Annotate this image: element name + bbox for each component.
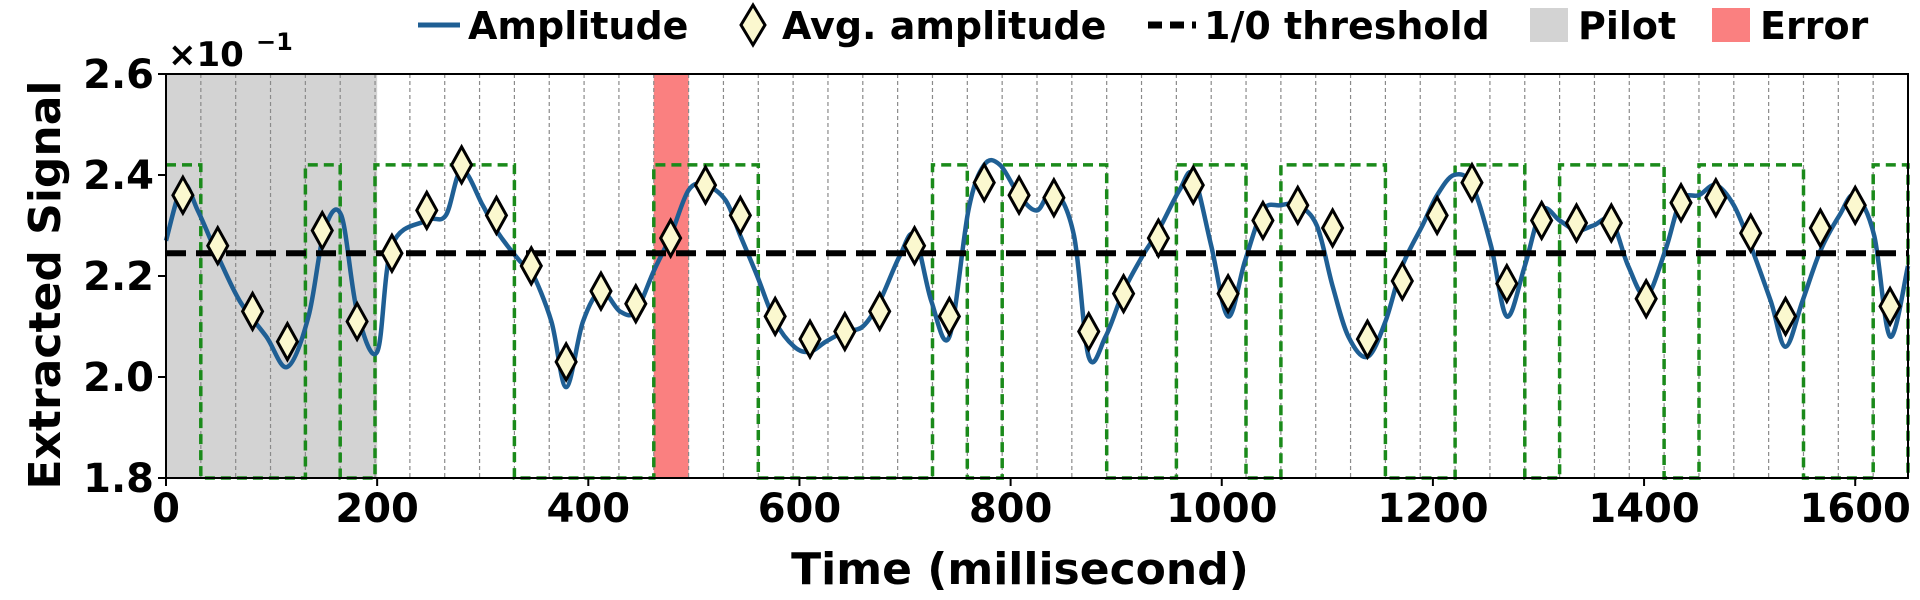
avg-amplitude-point xyxy=(519,244,544,287)
avg-amplitude-point xyxy=(1320,206,1345,250)
avg-amplitude-point xyxy=(1251,199,1275,242)
avg-amplitude-point xyxy=(1077,310,1101,353)
legend-label-amplitude: Amplitude xyxy=(468,4,688,48)
avg-amplitude-point xyxy=(1599,201,1624,245)
x-tick-label: 600 xyxy=(758,486,842,532)
avg-amplitude-point xyxy=(1738,211,1763,255)
avg-amplitude-point xyxy=(902,224,927,267)
avg-amplitude-point xyxy=(1111,272,1136,315)
avg-amplitude-point xyxy=(867,290,892,333)
avg-amplitude-point xyxy=(380,232,404,275)
legend-item-avg-amplitude: Avg. amplitude xyxy=(739,2,1106,48)
x-tick-label: 0 xyxy=(152,486,180,532)
avg-amplitude-point xyxy=(658,217,683,260)
avg-amplitude-point xyxy=(206,224,230,267)
avg-amplitude-point xyxy=(1286,184,1310,227)
legend-label-error: Error xyxy=(1760,4,1869,48)
pilot-region xyxy=(166,74,378,478)
x-axis-ticks: 0 200 400 600 800 1000 1200 1400 1600 xyxy=(152,478,1911,532)
avg-amplitude-point xyxy=(1669,181,1693,224)
avg-amplitude-point xyxy=(1564,201,1589,245)
y-tick-label: 1.8 xyxy=(83,456,154,502)
avg-amplitude-point xyxy=(310,209,334,252)
avg-amplitude-point xyxy=(624,282,648,325)
avg-amplitude-point xyxy=(171,174,195,217)
legend-swatch-error xyxy=(1712,8,1750,42)
avg-amplitude-point xyxy=(1216,272,1240,315)
y-tick-label: 2.0 xyxy=(83,355,154,401)
avg-amplitude-point xyxy=(972,161,996,204)
x-tick-label: 1200 xyxy=(1377,486,1488,532)
x-tick-label: 1000 xyxy=(1166,486,1277,532)
avg-amplitude-point xyxy=(484,194,509,237)
avg-amplitude-point xyxy=(1704,176,1728,219)
legend-swatch-pilot xyxy=(1530,8,1568,42)
legend-swatch-avg-amplitude xyxy=(739,2,767,48)
avg-amplitude-point xyxy=(1390,259,1415,303)
y-tick-label: 2.2 xyxy=(83,254,154,300)
x-tick-label: 1400 xyxy=(1588,486,1699,532)
y-tick-label: 2.6 xyxy=(83,52,154,98)
y-multiplier: ×10 −1 xyxy=(168,28,293,75)
avg-amplitude-point xyxy=(693,164,718,207)
y-axis-label: Extracted Signal xyxy=(20,81,71,490)
legend: Amplitude Avg. amplitude 1/0 threshold P… xyxy=(418,2,1869,48)
avg-amplitude-point xyxy=(1146,217,1171,260)
legend-item-error: Error xyxy=(1712,4,1869,48)
avg-amplitude-point xyxy=(1007,174,1031,217)
avg-amplitude-point xyxy=(728,194,753,237)
x-tick-label: 200 xyxy=(335,486,419,532)
avg-amplitude-point xyxy=(1425,194,1449,237)
avg-amplitude-point xyxy=(798,318,822,361)
avg-amplitude-point xyxy=(937,295,962,338)
avg-amplitude-point xyxy=(554,340,578,383)
avg-amplitude-point xyxy=(240,290,265,333)
avg-amplitude-point xyxy=(763,295,787,338)
x-tick-label: 400 xyxy=(547,486,631,532)
avg-amplitude-point xyxy=(1495,262,1519,305)
avg-amplitude-point xyxy=(1042,176,1066,219)
x-tick-label: 1600 xyxy=(1800,486,1911,532)
y-tick-label: 2.4 xyxy=(83,153,154,199)
avg-amplitude-point xyxy=(833,310,857,353)
y-multiplier-base: ×10 xyxy=(168,35,244,75)
legend-label-pilot: Pilot xyxy=(1578,4,1676,48)
avg-amplitude-point xyxy=(1878,285,1902,328)
avg-amplitude-point xyxy=(1529,199,1554,242)
error-region xyxy=(653,74,689,478)
avg-amplitude-series xyxy=(171,143,1902,383)
legend-item-pilot: Pilot xyxy=(1530,4,1676,48)
x-axis-label: Time (millisecond) xyxy=(791,544,1249,595)
legend-item-threshold: 1/0 threshold xyxy=(1148,4,1490,48)
legend-item-amplitude: Amplitude xyxy=(418,4,688,48)
avg-amplitude-point xyxy=(1181,164,1205,207)
avg-amplitude-point xyxy=(1355,318,1380,361)
avg-amplitude-point xyxy=(1460,161,1484,204)
avg-amplitude-point xyxy=(345,300,369,343)
y-axis-ticks: 1.8 2.0 2.2 2.4 2.6 xyxy=(83,52,166,502)
avg-amplitude-point xyxy=(449,143,474,186)
avg-amplitude-point xyxy=(1808,206,1833,250)
avg-amplitude-point xyxy=(275,320,300,363)
legend-label-threshold: 1/0 threshold xyxy=(1204,4,1490,48)
avg-amplitude-point xyxy=(1634,277,1658,320)
avg-amplitude-point xyxy=(1843,184,1867,227)
x-tick-label: 800 xyxy=(969,486,1053,532)
avg-amplitude-point xyxy=(1773,295,1798,338)
y-multiplier-exponent: −1 xyxy=(256,28,293,56)
avg-amplitude-point xyxy=(415,189,439,232)
avg-amplitude-point xyxy=(589,270,613,313)
legend-label-avg-amplitude: Avg. amplitude xyxy=(782,4,1106,48)
